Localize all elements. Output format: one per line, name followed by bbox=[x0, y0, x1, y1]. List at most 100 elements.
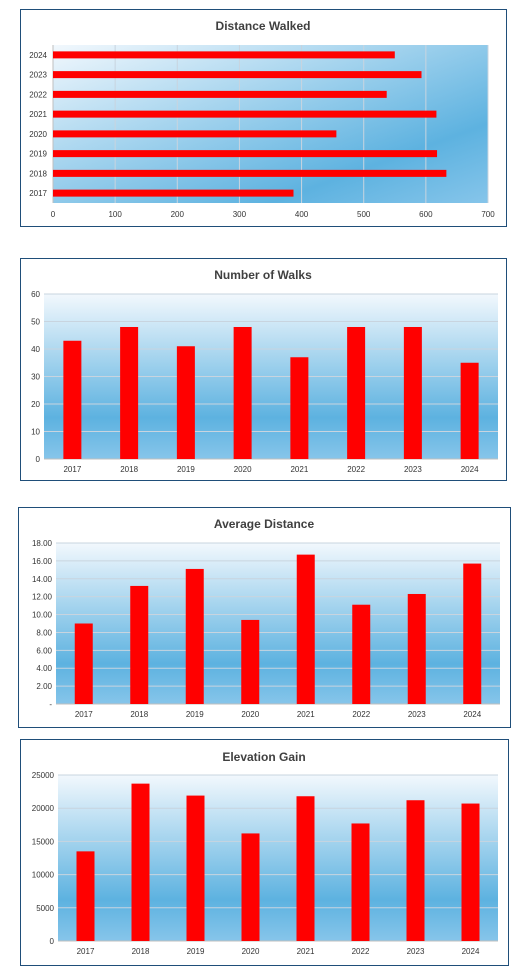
x-tick-label: 500 bbox=[357, 210, 371, 219]
chart-title: Number of Walks bbox=[214, 268, 312, 282]
y-tick-label: 50 bbox=[31, 318, 40, 327]
bar-2017 bbox=[63, 340, 82, 459]
x-tick-label: 2021 bbox=[297, 947, 315, 956]
bar-2024 bbox=[463, 563, 482, 704]
elevation-gain-chart: Elevation Gain 0 5000 10000 15000 20000 25000 2… bbox=[20, 739, 509, 966]
bar-2023 bbox=[53, 71, 422, 79]
y-tick-label: 2.00 bbox=[36, 682, 52, 691]
y-tick-label: 2023 bbox=[29, 71, 47, 80]
x-tick-label: 2018 bbox=[130, 710, 148, 719]
y-tick-label: 16.00 bbox=[32, 557, 53, 566]
bar-2021 bbox=[296, 554, 315, 704]
x-tick-label: 700 bbox=[481, 210, 495, 219]
distance-walked-plot: Distance Walked 0 100 200 300 400 500 600 700 201… bbox=[29, 19, 495, 219]
x-tick-label: 2023 bbox=[408, 710, 426, 719]
y-tick-label: 4.00 bbox=[36, 664, 52, 673]
bar-2022 bbox=[347, 327, 366, 459]
bar-2023 bbox=[406, 800, 425, 941]
y-tick-label: 20 bbox=[31, 400, 40, 409]
bar-2019 bbox=[185, 568, 204, 704]
x-tick-label: 2020 bbox=[241, 710, 259, 719]
chart-title: Elevation Gain bbox=[222, 750, 305, 764]
bar-2017 bbox=[76, 851, 95, 941]
average-distance-chart: Average Distance - 2.00 4.00 6.00 8.00 10.00 12… bbox=[18, 507, 511, 728]
bar-2020 bbox=[241, 833, 260, 941]
bar-2019 bbox=[186, 795, 205, 941]
bar-2018 bbox=[130, 585, 149, 704]
bar-2024 bbox=[53, 51, 395, 59]
bar-2019 bbox=[176, 346, 195, 459]
number-of-walks-plot: Number of Walks 0 10 20 30 40 50 60 2017 2018 2019… bbox=[31, 268, 498, 474]
y-tick-label: 10000 bbox=[32, 871, 55, 880]
bar-2021 bbox=[53, 110, 437, 118]
x-tick-label: 2019 bbox=[186, 710, 204, 719]
x-tick-label: 2020 bbox=[234, 465, 252, 474]
y-tick-label: 2020 bbox=[29, 130, 47, 139]
x-tick-label: 2024 bbox=[461, 465, 479, 474]
x-tick-label: 2019 bbox=[177, 465, 195, 474]
bar-2017 bbox=[53, 189, 294, 197]
bar-2018 bbox=[131, 783, 150, 941]
y-tick-label: 2017 bbox=[29, 189, 47, 198]
distance-walked-chart: Distance Walked 0 100 200 300 400 500 600 700 201… bbox=[20, 9, 507, 227]
x-tick-label: 300 bbox=[233, 210, 247, 219]
y-tick-label: 0 bbox=[50, 937, 55, 946]
x-tick-label: 2022 bbox=[352, 710, 370, 719]
x-tick-label: 0 bbox=[51, 210, 56, 219]
x-tick-label: 2023 bbox=[404, 465, 422, 474]
chart-title: Distance Walked bbox=[216, 19, 311, 33]
y-tick-label: 2019 bbox=[29, 150, 47, 159]
y-tick-label: 6.00 bbox=[36, 646, 52, 655]
x-tick-label: 2019 bbox=[187, 947, 205, 956]
bar-2020 bbox=[241, 619, 260, 704]
x-tick-label: 100 bbox=[108, 210, 122, 219]
y-tick-label: 10 bbox=[31, 428, 40, 437]
plot-area bbox=[53, 45, 488, 203]
x-tick-label: 2020 bbox=[242, 947, 260, 956]
y-tick-label: 10.00 bbox=[32, 611, 53, 620]
bar-2023 bbox=[407, 593, 426, 704]
y-tick-label: 12.00 bbox=[32, 593, 53, 602]
bar-2023 bbox=[403, 327, 422, 459]
y-tick-label: 0 bbox=[36, 455, 41, 464]
y-tick-label: 15000 bbox=[32, 837, 55, 846]
x-tick-label: 2021 bbox=[290, 465, 308, 474]
y-tick-label: 30 bbox=[31, 373, 40, 382]
x-tick-label: 2017 bbox=[63, 465, 81, 474]
x-tick-label: 2018 bbox=[120, 465, 138, 474]
x-tick-label: 2024 bbox=[462, 947, 480, 956]
bar-2021 bbox=[296, 796, 315, 941]
y-tick-label: - bbox=[49, 700, 52, 709]
bar-2022 bbox=[53, 90, 387, 98]
x-tick-label: 2017 bbox=[75, 710, 93, 719]
x-tick-label: 2017 bbox=[77, 947, 95, 956]
average-distance-plot: Average Distance - 2.00 4.00 6.00 8.00 10.00 12… bbox=[32, 517, 500, 719]
bar-2019 bbox=[53, 150, 438, 158]
number-of-walks-chart: Number of Walks 0 10 20 30 40 50 60 2017 2018 2019… bbox=[20, 258, 507, 481]
bar-2024 bbox=[460, 362, 479, 459]
bar-2024 bbox=[461, 803, 480, 941]
y-tick-label: 2022 bbox=[29, 90, 47, 99]
bar-2021 bbox=[290, 357, 309, 459]
x-tick-label: 2022 bbox=[347, 465, 365, 474]
bar-2018 bbox=[53, 169, 447, 177]
chart-title: Average Distance bbox=[214, 517, 315, 531]
y-tick-label: 20000 bbox=[32, 804, 55, 813]
x-tick-label: 2024 bbox=[463, 710, 481, 719]
y-tick-label: 2024 bbox=[29, 51, 47, 60]
y-tick-label: 14.00 bbox=[32, 575, 53, 584]
y-tick-label: 5000 bbox=[36, 904, 54, 913]
x-tick-label: 400 bbox=[295, 210, 309, 219]
y-tick-label: 18.00 bbox=[32, 539, 53, 548]
bar-2022 bbox=[351, 823, 370, 941]
bar-2017 bbox=[74, 623, 93, 704]
bar-2018 bbox=[120, 327, 139, 459]
bar-2020 bbox=[233, 327, 252, 459]
y-tick-label: 40 bbox=[31, 345, 40, 354]
y-tick-label: 2018 bbox=[29, 169, 47, 178]
plot-area bbox=[56, 543, 500, 704]
y-tick-label: 60 bbox=[31, 290, 40, 299]
x-tick-label: 2023 bbox=[407, 947, 425, 956]
y-tick-label: 8.00 bbox=[36, 628, 52, 637]
plot-area bbox=[58, 775, 498, 941]
